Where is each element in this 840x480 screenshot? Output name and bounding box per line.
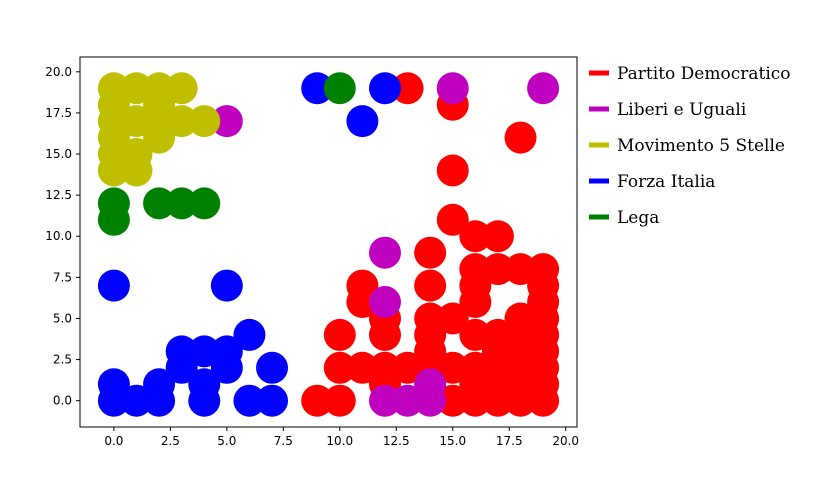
y-tick-label: 10.0: [45, 229, 72, 243]
data-point: [188, 187, 221, 220]
data-point: [346, 351, 379, 384]
data-point: [323, 384, 356, 417]
data-point: [120, 154, 153, 187]
data-point: [165, 72, 198, 105]
data-point: [301, 72, 334, 105]
x-tick-label: 5.0: [217, 434, 236, 448]
data-point: [188, 368, 221, 401]
x-tick-label: 15.0: [439, 434, 466, 448]
data-point: [323, 351, 356, 384]
data-point: [210, 105, 243, 138]
data-point: [459, 220, 492, 253]
data-points: [97, 72, 560, 417]
data-point: [323, 318, 356, 351]
x-tick-label: 0.0: [104, 434, 123, 448]
data-point: [436, 384, 469, 417]
x-tick-label: 20.0: [552, 434, 579, 448]
data-point: [120, 72, 153, 105]
legend-label: Movimento 5 Stelle: [617, 136, 785, 156]
data-point: [368, 72, 401, 105]
data-point: [527, 72, 560, 105]
data-point: [504, 253, 537, 286]
y-tick-label: 5.0: [53, 311, 72, 325]
data-point: [323, 72, 356, 105]
legend-label: Partito Democratico: [617, 64, 791, 84]
x-tick-label: 2.5: [161, 434, 180, 448]
data-point: [391, 351, 424, 384]
data-point: [414, 368, 447, 401]
data-point: [459, 351, 492, 384]
data-point: [346, 269, 379, 302]
x-axis: 0.0 2.5 5.0 7.5 10.0 12.5 15.0 17.5 20.0: [104, 427, 579, 448]
data-point: [210, 335, 243, 368]
data-point: [188, 105, 221, 138]
data-point: [97, 368, 130, 401]
data-point: [97, 269, 130, 302]
data-point: [188, 335, 221, 368]
data-point: [120, 105, 153, 138]
data-point: [459, 318, 492, 351]
x-tick-label: 12.5: [383, 434, 410, 448]
data-point: [97, 154, 130, 187]
data-point: [233, 318, 266, 351]
data-point: [97, 187, 130, 220]
data-point: [301, 384, 334, 417]
data-point: [143, 368, 176, 401]
x-tick-label: 7.5: [274, 434, 293, 448]
legend: Partito Democratico Liberi e Uguali Movime…: [589, 64, 791, 228]
data-point: [143, 121, 176, 154]
y-tick-label: 12.5: [45, 188, 72, 202]
data-point: [527, 253, 560, 286]
data-point: [368, 384, 401, 417]
data-point: [165, 105, 198, 138]
data-point: [481, 253, 514, 286]
data-point: [165, 335, 198, 368]
data-point: [414, 236, 447, 269]
data-point: [143, 187, 176, 220]
data-point: [391, 72, 424, 105]
y-tick-label: 20.0: [45, 65, 72, 79]
data-point: [436, 72, 469, 105]
data-point: [368, 236, 401, 269]
data-point: [481, 220, 514, 253]
data-point: [459, 253, 492, 286]
legend-label: Lega: [617, 208, 659, 228]
data-point: [165, 187, 198, 220]
y-tick-label: 0.0: [53, 394, 72, 408]
data-point: [368, 351, 401, 384]
data-point: [210, 269, 243, 302]
data-point: [436, 203, 469, 236]
x-tick-label: 10.0: [326, 434, 353, 448]
legend-label: Forza Italia: [617, 172, 715, 192]
y-tick-label: 7.5: [53, 270, 72, 284]
data-point: [481, 318, 514, 351]
plot-frame: [79, 56, 578, 428]
data-point: [233, 384, 266, 417]
x-tick-label: 17.5: [496, 434, 523, 448]
data-point: [256, 384, 289, 417]
data-point: [436, 351, 469, 384]
data-point: [436, 302, 469, 335]
data-point: [414, 302, 447, 335]
y-tick-label: 17.5: [45, 106, 72, 120]
data-point: [504, 121, 537, 154]
data-point: [436, 154, 469, 187]
legend-label: Liberi e Uguali: [617, 100, 747, 120]
y-tick-label: 15.0: [45, 147, 72, 161]
y-axis: 0.0 2.5 5.0 7.5 10.0 12.5 15.0 17.5 20.0: [45, 65, 80, 408]
y-tick-label: 2.5: [53, 353, 72, 367]
data-point: [391, 384, 424, 417]
data-point: [256, 351, 289, 384]
data-point: [414, 269, 447, 302]
data-point: [368, 286, 401, 319]
data-point: [346, 105, 379, 138]
data-point: [120, 384, 153, 417]
data-point: [504, 302, 537, 335]
